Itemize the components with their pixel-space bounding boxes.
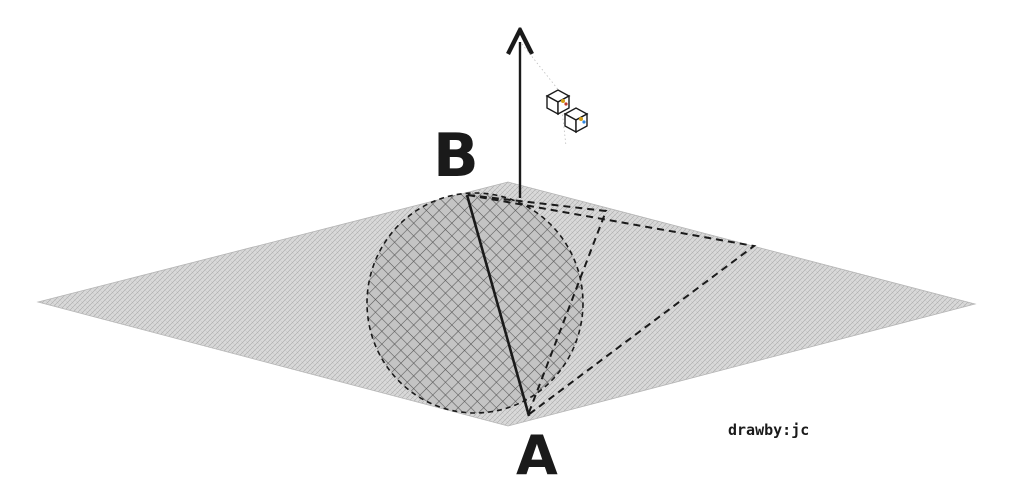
point-b-label: B: [433, 121, 479, 191]
credit-text: drawby:jc: [728, 421, 809, 439]
view-cube-icon[interactable]: [563, 107, 589, 134]
hatched-disk: [366, 192, 584, 414]
dashed-triangle-large: [467, 194, 757, 416]
point-a-label: A: [516, 424, 558, 487]
view-cube-icon[interactable]: [545, 89, 571, 116]
dashed-triangle-small: [467, 194, 608, 416]
segment-ab: [465, 194, 531, 417]
